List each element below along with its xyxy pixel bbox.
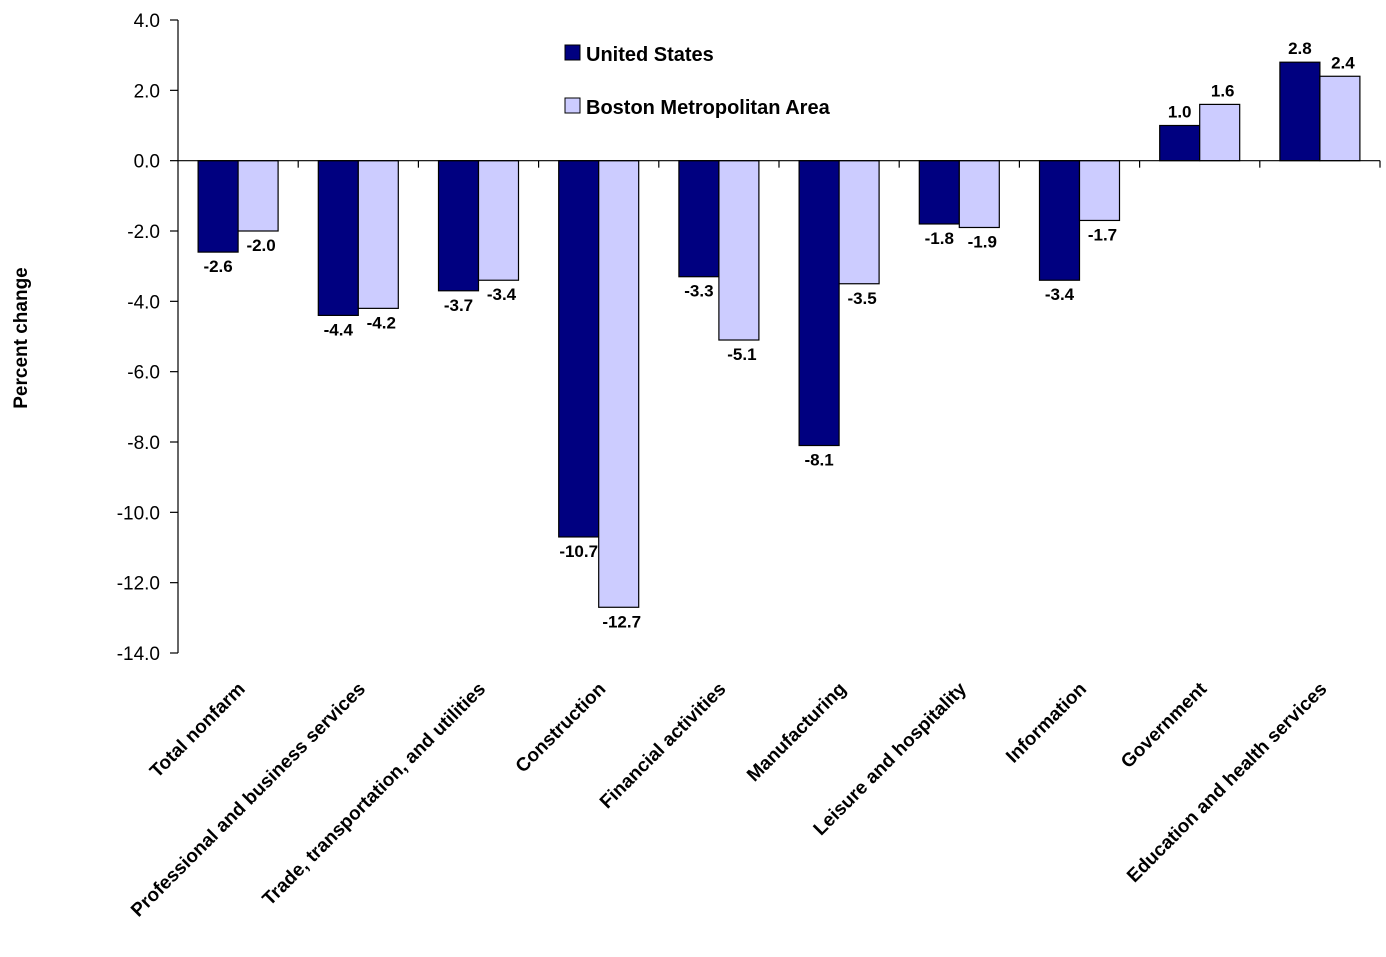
category-label-construction: Construction	[512, 679, 610, 777]
category-label-manufacturing: Manufacturing	[743, 679, 850, 786]
data-label-boston-metropolitan-area-financial-activities: -5.1	[727, 345, 756, 364]
data-label-united-states-leisure-and-hospitality: -1.8	[925, 229, 954, 248]
bar-boston-metropolitan-area-government	[1199, 103, 1241, 162]
bar-boston-metropolitan-area-education-and-health-services	[1319, 75, 1361, 162]
data-label-united-states-financial-activities: -3.3	[684, 282, 713, 301]
y-tick-label: -14.0	[117, 644, 160, 665]
bar-united-states-education-and-health-services	[1279, 61, 1321, 162]
data-label-boston-metropolitan-area-trade-transportation-and-utilities: -3.4	[487, 285, 517, 304]
bar-boston-metropolitan-area-trade-transportation-and-utilities	[477, 160, 520, 281]
axes-layer: 4.0 2.0 0.0 -2.0 -4.0 -6.0 -8.0 -10.0 -12.0 -14.0	[117, 11, 1381, 665]
bar-boston-metropolitan-area-total-nonfarm	[237, 160, 279, 232]
y-tick-label: -2.0	[127, 222, 160, 243]
bar-united-states-trade-transportation-and-utilities	[437, 160, 480, 292]
y-tick-label: -12.0	[117, 574, 160, 595]
data-label-united-states-construction: -10.7	[559, 542, 598, 561]
category-label-education-and-health-services: Education and health services	[1123, 679, 1331, 887]
bar-boston-metropolitan-area-information	[1078, 160, 1121, 222]
y-tick-label: 4.0	[134, 11, 160, 32]
bar-boston-metropolitan-area-financial-activities	[718, 160, 760, 341]
data-label-united-states-information: -3.4	[1045, 285, 1075, 304]
data-label-boston-metropolitan-area-construction: -12.7	[602, 612, 641, 631]
data-label-united-states-education-and-health-services: 2.8	[1288, 39, 1312, 58]
bar-united-states-construction	[558, 160, 600, 538]
bar-united-states-professional-and-business-services	[317, 160, 359, 317]
y-tick-label: -6.0	[127, 363, 160, 384]
data-label-boston-metropolitan-area-information: -1.7	[1088, 225, 1117, 244]
y-tick-label: -8.0	[127, 433, 160, 454]
y-axis-title: Percent change	[11, 267, 32, 409]
bar-united-states-information	[1038, 160, 1081, 281]
category-label-trade-transportation-and-utilities: Trade, transportation, and utilities	[259, 679, 490, 910]
bar-boston-metropolitan-area-manufacturing	[838, 160, 880, 285]
data-label-boston-metropolitan-area-education-and-health-services: 2.4	[1331, 53, 1355, 72]
data-labels-layer: -2.6 -2.0 -4.4 -4.2 -3.7 -3.4 -10.7 -12.7 -3.3 -5…	[203, 39, 1355, 631]
category-label-professional-and-business-services: Professional and business services	[127, 679, 370, 922]
bar-united-states-leisure-and-hospitality	[918, 160, 960, 225]
legend-label-boston: Boston Metropolitan Area	[586, 97, 831, 119]
data-label-boston-metropolitan-area-leisure-and-hospitality: -1.9	[968, 232, 997, 251]
data-label-united-states-government: 1.0	[1168, 103, 1192, 122]
bar-boston-metropolitan-area-leisure-and-hospitality	[958, 160, 1000, 229]
category-label-total-nonfarm: Total nonfarm	[146, 679, 249, 782]
legend-swatch-united-states	[564, 44, 581, 61]
data-label-united-states-professional-and-business-services: -4.4	[324, 320, 354, 339]
data-label-boston-metropolitan-area-total-nonfarm: -2.0	[246, 236, 275, 255]
legend: United States Boston Metropolitan Area	[564, 44, 831, 119]
bar-united-states-manufacturing	[798, 160, 840, 447]
y-tick-label: -4.0	[127, 292, 160, 313]
bars-layer	[197, 61, 1361, 608]
bar-united-states-total-nonfarm	[197, 160, 239, 253]
y-tick-label: 0.0	[134, 152, 160, 173]
data-label-united-states-manufacturing: -8.1	[804, 451, 833, 470]
data-label-boston-metropolitan-area-government: 1.6	[1211, 81, 1235, 100]
bar-boston-metropolitan-area-professional-and-business-services	[357, 160, 399, 309]
data-label-united-states-trade-transportation-and-utilities: -3.7	[444, 296, 473, 315]
category-label-information: Information	[1002, 679, 1091, 768]
data-label-boston-metropolitan-area-manufacturing: -3.5	[847, 289, 876, 308]
legend-swatch-boston	[564, 97, 581, 114]
legend-label-united-states: United States	[586, 44, 714, 66]
y-tick-label: 2.0	[134, 81, 160, 102]
y-tick-label: -10.0	[117, 503, 160, 524]
data-label-united-states-total-nonfarm: -2.6	[203, 257, 232, 276]
bar-united-states-government	[1159, 124, 1201, 162]
category-label-financial-activities: Financial activities	[596, 679, 730, 813]
bar-united-states-financial-activities	[678, 160, 720, 278]
bar-boston-metropolitan-area-construction	[598, 160, 640, 608]
data-label-boston-metropolitan-area-professional-and-business-services: -4.2	[367, 313, 396, 332]
category-label-government: Government	[1117, 678, 1211, 772]
